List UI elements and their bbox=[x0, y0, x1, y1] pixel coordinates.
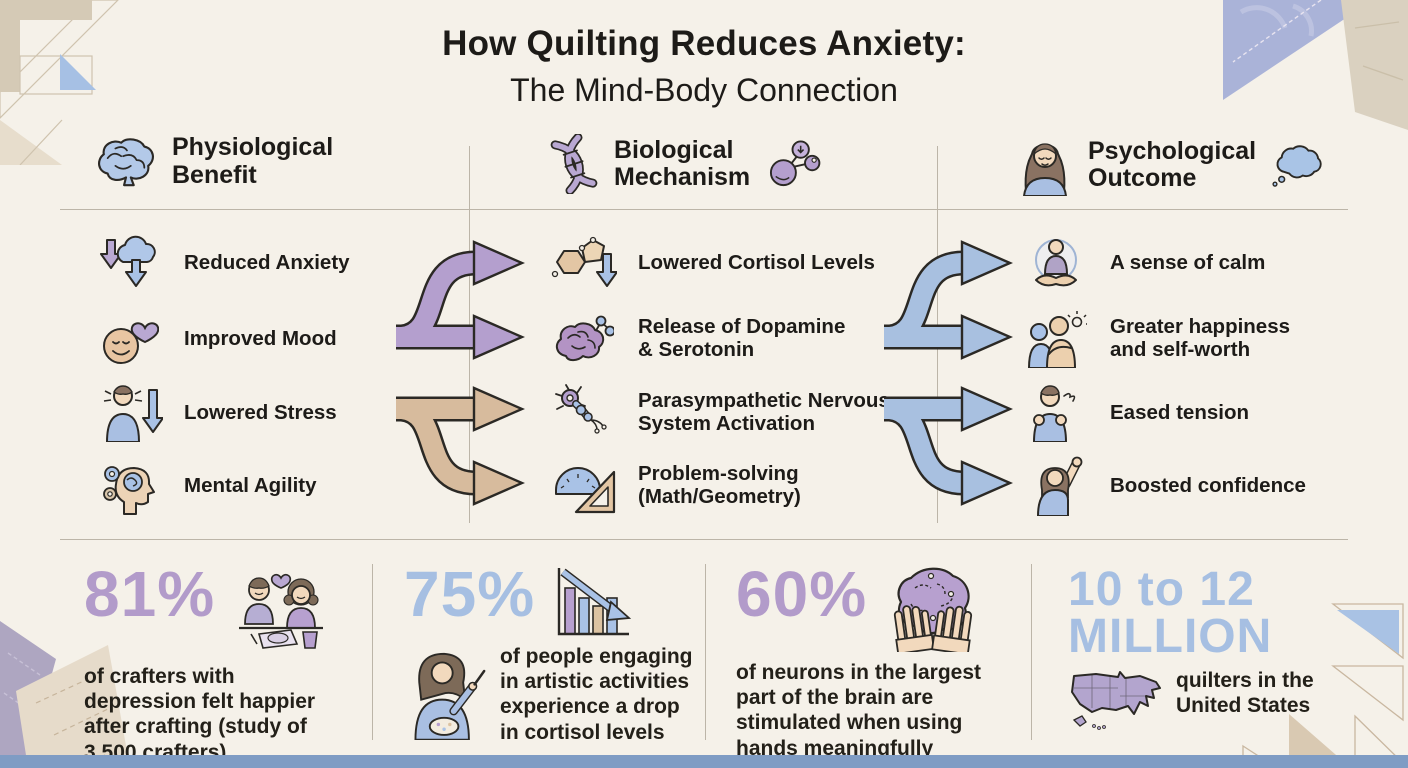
page-subtitle: The Mind-Body Connection bbox=[510, 72, 898, 108]
hands-on-brain-icon bbox=[881, 564, 981, 652]
stats-divider bbox=[60, 539, 1348, 540]
mechanism-item: Problem-solving (Math/Geometry) bbox=[550, 453, 801, 519]
woman-icon bbox=[1016, 134, 1074, 196]
footer-accent-bar bbox=[0, 755, 1408, 768]
stat-caption: of people engaging in artistic activitie… bbox=[500, 645, 693, 744]
fork-arrow-tan bbox=[396, 386, 525, 506]
stat-caption: of neurons in the largest part of the br… bbox=[736, 661, 982, 760]
stat-value: 81% bbox=[84, 558, 216, 630]
painter-icon bbox=[404, 644, 488, 740]
stat-value: 10 to 12 MILLION bbox=[1068, 563, 1273, 664]
item-label: Parasympathetic Nervous System Activatio… bbox=[638, 389, 890, 435]
stat-caption: quilters in the United States bbox=[1176, 669, 1314, 718]
header-divider bbox=[60, 209, 1348, 210]
item-label: Lowered Stress bbox=[184, 400, 337, 424]
hugging-people-sun-icon bbox=[1022, 310, 1090, 368]
stat-crafters: 81% bbox=[84, 558, 360, 765]
stat-divider-2 bbox=[705, 564, 706, 740]
mechanism-item: Parasympathetic Nervous System Activatio… bbox=[550, 380, 890, 446]
item-label: Mental Agility bbox=[184, 473, 317, 497]
thought-bubble-icon bbox=[1270, 143, 1324, 187]
column-header-label: Psychological Outcome bbox=[1088, 136, 1257, 192]
benefit-item: Lowered Stress bbox=[96, 380, 337, 446]
mechanism-item: Lowered Cortisol Levels bbox=[550, 230, 875, 296]
item-label: A sense of calm bbox=[1110, 250, 1266, 274]
item-label: Release of Dopamine & Serotonin bbox=[638, 315, 846, 361]
item-label: Improved Mood bbox=[184, 326, 337, 350]
cloud-down-arrows-icon bbox=[96, 234, 164, 292]
head-gears-icon bbox=[96, 456, 164, 516]
stat-quilters: 10 to 12 MILLION quilters in the United … bbox=[1068, 563, 1380, 732]
quilt-corner-bottom-left bbox=[0, 621, 130, 768]
person-down-arrow-icon bbox=[96, 384, 164, 442]
column-header-psychological: Psychological Outcome bbox=[1016, 134, 1324, 196]
outcome-item: A sense of calm bbox=[1022, 230, 1265, 296]
brain-molecules-icon bbox=[550, 312, 618, 366]
page-title: How Quilting Reduces Anxiety: bbox=[442, 24, 966, 63]
item-label: Reduced Anxiety bbox=[184, 250, 350, 274]
declining-chart-icon bbox=[549, 564, 635, 642]
outcome-item: Boosted confidence bbox=[1022, 453, 1306, 519]
item-label: Greater happiness and self-worth bbox=[1110, 315, 1291, 361]
mechanism-item: Release of Dopamine & Serotonin bbox=[550, 306, 845, 372]
meditating-person-icon bbox=[1022, 234, 1090, 292]
column-header-physiological: Physiological Benefit bbox=[94, 133, 334, 189]
stat-value: 60% bbox=[736, 558, 868, 630]
benefit-item: Improved Mood bbox=[96, 306, 337, 372]
stat-cortisol-drop: 75% bbox=[404, 558, 704, 745]
stat-divider-1 bbox=[372, 564, 373, 740]
fork-arrow-purple bbox=[396, 240, 525, 360]
usa-map-icon bbox=[1068, 668, 1164, 732]
outcome-item: Greater happiness and self-worth bbox=[1022, 306, 1290, 372]
quilt-corner-top-right bbox=[1223, 0, 1408, 130]
molecule-icon bbox=[764, 140, 822, 188]
column-header-biological: Biological Mechanism bbox=[548, 134, 822, 194]
molecule-down-arrow-icon bbox=[550, 236, 618, 290]
stat-caption: of crafters with depression felt happier… bbox=[84, 665, 316, 764]
protractor-triangle-icon bbox=[550, 458, 618, 514]
dna-icon bbox=[548, 134, 600, 194]
outcome-item: Eased tension bbox=[1022, 380, 1249, 446]
benefit-item: Reduced Anxiety bbox=[96, 230, 350, 296]
person-fist-icon bbox=[1022, 456, 1090, 516]
stat-value: 75% bbox=[404, 558, 536, 630]
stat-divider-3 bbox=[1031, 564, 1032, 740]
item-label: Lowered Cortisol Levels bbox=[638, 250, 875, 274]
quilt-corner-top-left bbox=[0, 0, 119, 165]
person-exhale-icon bbox=[1022, 384, 1090, 442]
benefit-item: Mental Agility bbox=[96, 453, 317, 519]
stat-neurons: 60% bbox=[736, 558, 1022, 761]
item-label: Boosted confidence bbox=[1110, 473, 1306, 497]
fork-arrow-blue-bottom bbox=[884, 386, 1013, 506]
neuron-icon bbox=[550, 384, 618, 442]
item-label: Problem-solving (Math/Geometry) bbox=[638, 462, 801, 508]
fork-arrow-blue-top bbox=[884, 240, 1013, 360]
column-header-label: Biological Mechanism bbox=[614, 135, 751, 191]
brain-icon bbox=[94, 135, 158, 189]
column-header-label: Physiological Benefit bbox=[172, 133, 334, 189]
crafting-couple-icon bbox=[229, 564, 333, 656]
item-label: Eased tension bbox=[1110, 400, 1249, 424]
smiley-heart-icon bbox=[96, 312, 164, 366]
